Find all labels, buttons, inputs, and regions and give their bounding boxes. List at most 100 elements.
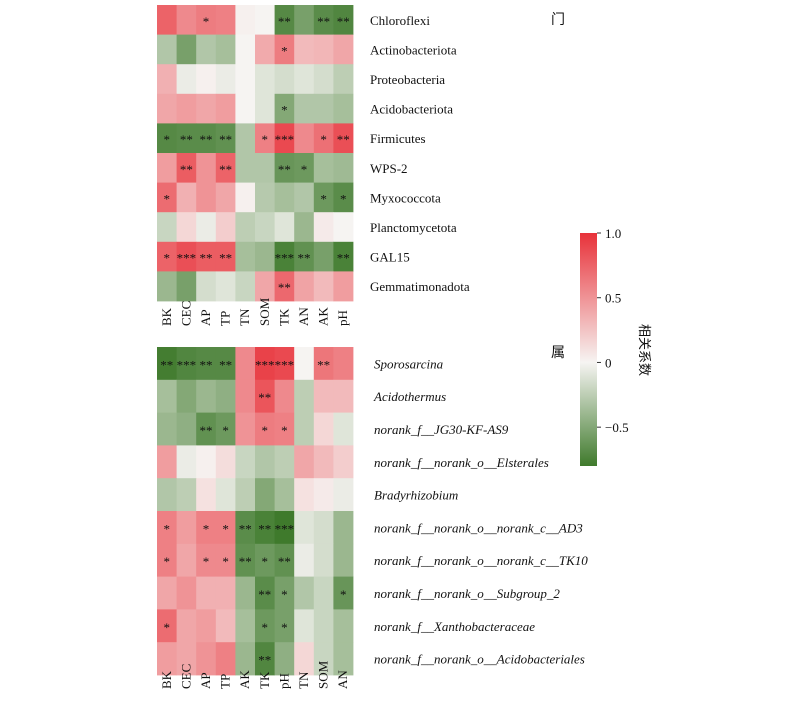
heatmap-cell [215,576,236,610]
significance-mark: ** [219,357,232,372]
heatmap-cell [157,123,177,154]
significance-mark: * [281,587,288,602]
heatmap-cell [294,93,315,124]
significance-mark: ** [317,357,330,372]
heatmap-cell [333,576,354,610]
significance-mark: * [222,521,229,536]
heatmap-cell [196,182,217,213]
heatmap-cell [255,445,275,479]
heatmap-cell [196,347,217,381]
heatmap-cell [215,64,236,95]
significance-mark: ** [317,14,330,29]
heatmap-cell [157,93,177,124]
heatmap-cell [294,642,315,676]
heatmap-cell [196,153,217,183]
column-label: TK [257,671,272,689]
heatmap-cell [196,93,217,124]
heatmap-cell [274,642,295,676]
heatmap-cell [196,5,217,35]
row-label: Acidobacteriota [370,102,453,117]
significance-mark: * [281,103,288,118]
heatmap-cell [294,543,315,577]
significance-mark: * [262,423,269,438]
heatmap-cell [196,271,217,302]
heatmap-cell [294,34,315,65]
significance-mark: * [164,191,171,206]
colorbar-ticks: 1.0 0.5 0 −0.5 [597,226,629,435]
heatmap-cell [313,34,334,65]
heatmap-cell [274,576,295,610]
heatmap-cell [255,153,275,183]
significance-mark: ** [278,280,291,295]
significance-mark: ** [200,132,213,147]
significance-mark: * [164,554,171,569]
heatmap-cell [235,511,256,545]
heatmap-cell [196,212,217,243]
heatmap-cell [157,64,177,95]
heatmap-cell [215,478,236,512]
significance-mark: * [262,554,269,569]
significance-mark: * [164,620,171,635]
heatmap-cell [274,123,295,154]
heatmap-cell [274,347,295,381]
heatmap-cell [176,576,197,610]
row-label: Firmicutes [370,131,426,146]
heatmap-cell [176,93,197,124]
heatmap-cell [235,182,256,213]
heatmap-cell [215,271,236,302]
significance-mark: ** [337,251,350,266]
heatmap-cell [196,64,217,95]
heatmap-cell [333,241,354,272]
heatmap-cell [333,182,354,213]
heatmap-cell [313,576,334,610]
heatmap-cell [235,412,256,446]
heatmap-cell [294,5,315,35]
heatmap-cell [274,241,295,272]
heatmap-cell [274,379,295,413]
significance-mark: * [164,132,171,147]
heatmap-cell [313,271,334,302]
heatmap-cell [215,182,236,213]
heatmap-cell [157,153,177,183]
significance-mark: ** [298,251,311,266]
heatmap-cell [255,511,275,545]
heatmap-cell [235,241,256,272]
heatmap-cell [176,379,197,413]
genus-heatmap-panel: ** *** ** ** *** *** ****** * * ** * * ** ** **** * * ** *… [157,346,588,689]
significance-mark: ** [258,587,271,602]
heatmap-cell [157,182,177,213]
heatmap-cell [274,93,295,124]
heatmap-cell [157,271,177,302]
heatmap-cell [235,93,256,124]
heatmap-cell [294,511,315,545]
heatmap-cell [333,34,354,65]
heatmap-cell [333,347,354,381]
significance-mark: * [164,251,171,266]
heatmap-cell [196,543,217,577]
heatmap-cell [313,379,334,413]
heatmap-cell [333,123,354,154]
heatmap-cell [255,576,275,610]
heatmap-cell [274,153,295,183]
significance-mark: * [164,521,171,536]
column-label: BK [159,670,174,689]
significance-mark: * [203,554,210,569]
heatmap-cell [333,5,354,35]
heatmap-cell [313,642,334,676]
heatmap-cell [313,64,334,95]
row-label: Actinobacteriota [370,42,457,57]
heatmap-cell [235,34,256,65]
heatmap-cell [294,379,315,413]
heatmap-cell [294,182,315,213]
heatmap-cell [235,543,256,577]
heatmap-cell [215,412,236,446]
heatmap-cell [235,642,256,676]
heatmap-cell [215,212,236,243]
row-label: norank_f__Xanthobacteraceae [374,619,535,634]
heatmap-cell [176,241,197,272]
heatmap-cell [215,153,236,183]
heatmap-cell [235,123,256,154]
heatmap-cell [255,34,275,65]
significance-mark: ** [278,162,291,177]
heatmap-cell [235,379,256,413]
